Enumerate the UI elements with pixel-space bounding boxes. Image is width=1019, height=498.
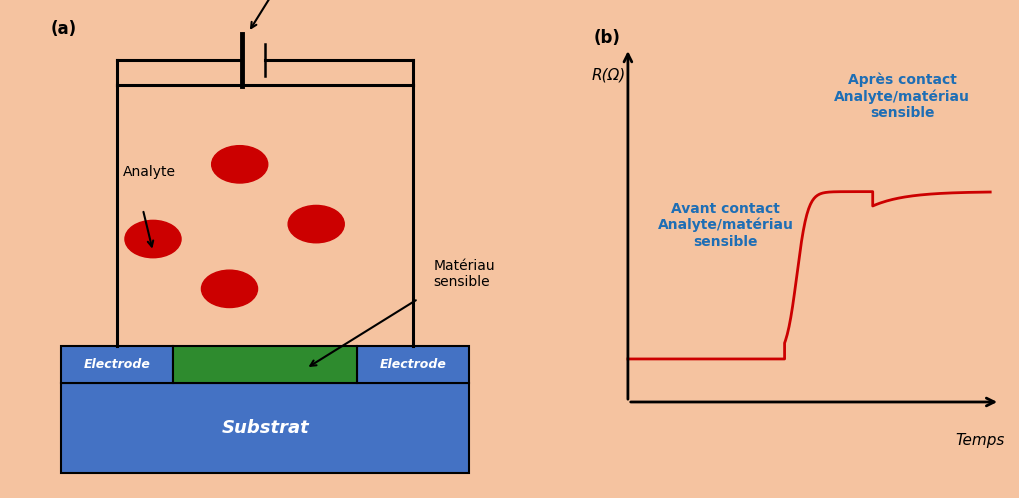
Text: Après contact
Analyte/matériau
sensible: Après contact Analyte/matériau sensible [834, 72, 969, 120]
Text: Avant contact
Analyte/matériau
sensible: Avant contact Analyte/matériau sensible [657, 202, 793, 249]
Text: Analyte: Analyte [122, 165, 175, 179]
Bar [357, 346, 469, 383]
Text: Electrode: Electrode [84, 358, 151, 372]
Text: (b): (b) [593, 29, 620, 47]
Text: Electrode: Electrode [379, 358, 446, 372]
Ellipse shape [124, 220, 181, 257]
Text: Matériau
sensible: Matériau sensible [433, 259, 494, 289]
Bar [61, 346, 173, 383]
Ellipse shape [288, 205, 344, 243]
Bar [173, 346, 357, 383]
Bar [61, 383, 469, 473]
Text: Temps: Temps [955, 433, 1004, 448]
Ellipse shape [212, 145, 268, 183]
Text: (a): (a) [51, 20, 77, 38]
Ellipse shape [202, 270, 257, 307]
Text: R(Ω): R(Ω) [591, 67, 625, 82]
Text: Substrat: Substrat [221, 419, 309, 437]
